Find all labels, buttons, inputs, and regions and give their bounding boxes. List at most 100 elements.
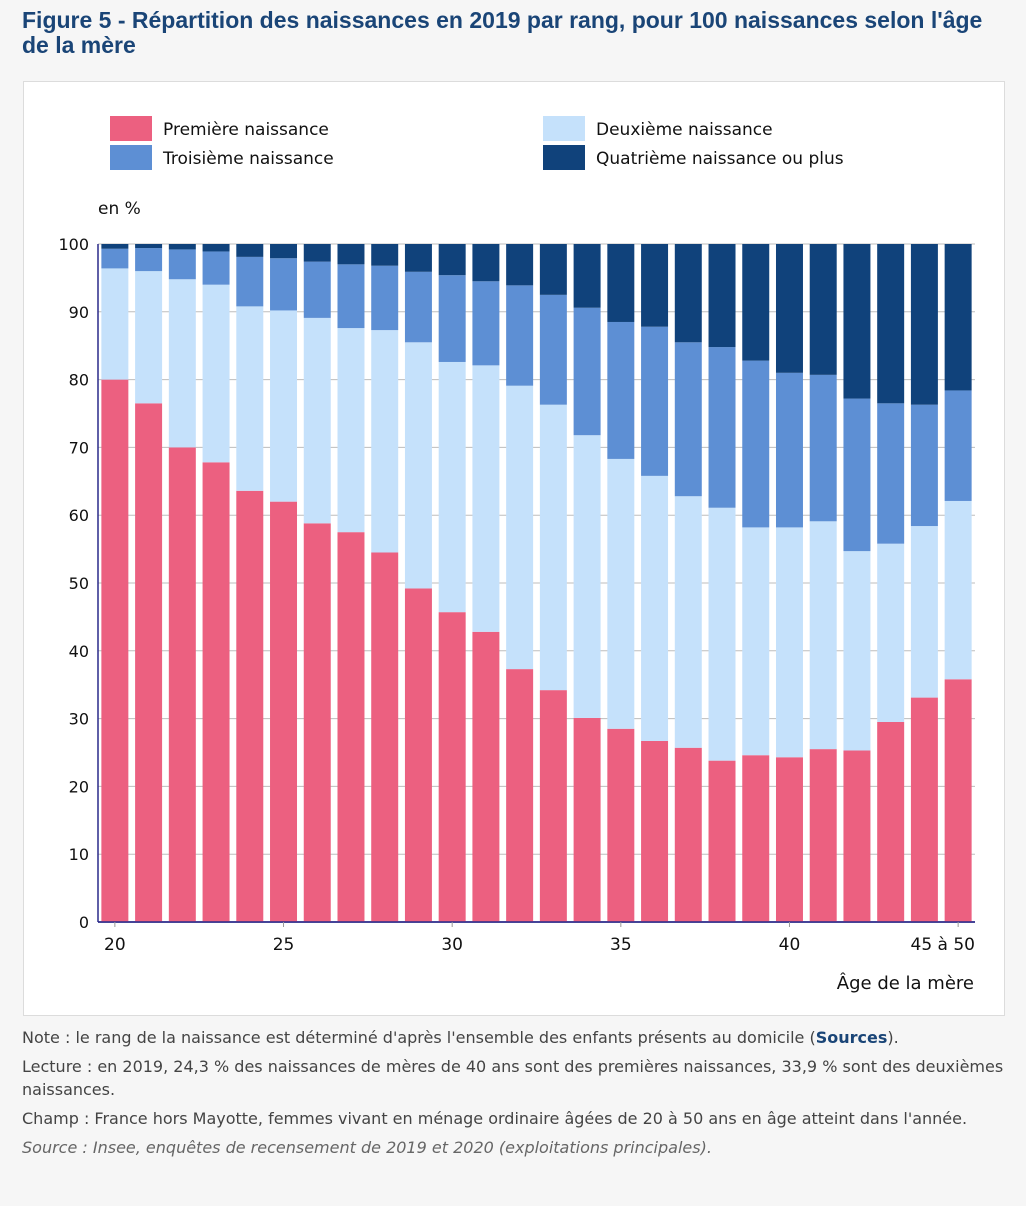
bar-segment: [404, 244, 432, 272]
x-tick-label: 40: [779, 935, 801, 955]
bar-segment: [641, 740, 669, 922]
bar-segment: [202, 244, 230, 252]
bar-segment: [607, 458, 635, 729]
bar-segment: [910, 244, 938, 405]
bar-segment: [303, 317, 331, 524]
bar-stack: [438, 244, 466, 922]
bar-segment: [404, 342, 432, 589]
bar-segment: [337, 264, 365, 329]
legend-label: Quatrième naissance ou plus: [596, 149, 844, 169]
sources-link[interactable]: Sources: [815, 1028, 888, 1047]
bar-segment: [101, 248, 129, 269]
y-tick-label: 60: [69, 506, 89, 525]
bar-segment: [438, 244, 466, 276]
bar-segment: [775, 372, 803, 528]
y-tick-label: 100: [58, 235, 89, 254]
bar-segment: [775, 527, 803, 758]
bar-segment: [573, 307, 601, 436]
bar-segment: [910, 526, 938, 698]
bar-segment: [506, 244, 534, 286]
bar-segment: [539, 690, 567, 922]
bar-stack: [506, 244, 534, 922]
bar-segment: [674, 244, 702, 343]
x-tick-label: 25: [273, 935, 295, 955]
bar-stack: [303, 244, 331, 922]
bar-segment: [843, 398, 871, 552]
legend-swatch: [543, 116, 585, 141]
bar-segment: [270, 244, 298, 259]
bar-segment: [303, 261, 331, 318]
bar-segment: [371, 244, 399, 266]
bar-segment: [877, 543, 905, 722]
bar-stack: [270, 244, 298, 922]
bar-segment: [303, 523, 331, 922]
x-tick-label: 35: [610, 935, 632, 955]
bar-segment: [404, 271, 432, 343]
stacked-bar-chart: Première naissance Deuxième naissance Troi…: [58, 116, 975, 994]
note-prefix: Note : le rang de la naissance est déter…: [22, 1028, 816, 1047]
bar-segment: [910, 697, 938, 922]
y-tick-label: 30: [69, 710, 89, 729]
bar-segment: [742, 755, 770, 922]
legend-swatch: [543, 145, 585, 170]
bar-segment: [539, 294, 567, 405]
bar-segment: [708, 760, 736, 922]
bar-segment: [708, 507, 736, 761]
bar-stack: [472, 244, 500, 922]
bar-segment: [472, 281, 500, 366]
bar-segment: [674, 496, 702, 748]
bar-stack: [236, 244, 264, 922]
y-tick-label: 70: [69, 438, 89, 457]
y-tick-label: 80: [69, 371, 89, 390]
bar-segment: [101, 379, 129, 923]
bar-segment: [843, 244, 871, 399]
bar-segment: [742, 527, 770, 756]
bar-segment: [236, 306, 264, 491]
y-axis-label: en %: [98, 199, 141, 219]
bar-segment: [877, 244, 905, 404]
bar-segment: [674, 342, 702, 497]
bar-stack: [337, 244, 365, 922]
y-tick-label: 50: [69, 574, 89, 593]
bar-stack: [674, 244, 702, 922]
bar-segment: [607, 244, 635, 322]
bar-segment: [270, 258, 298, 311]
bar-stack: [101, 244, 129, 923]
bar-stack: [843, 244, 871, 922]
y-tick-label: 20: [69, 777, 89, 796]
bar-segment: [877, 721, 905, 922]
bar-stack: [775, 244, 803, 922]
bar-segment: [438, 275, 466, 362]
lecture-text: Lecture : en 2019, 24,3 % des naissances…: [22, 1057, 1004, 1099]
y-tick-label: 40: [69, 642, 89, 661]
bar-segment: [742, 360, 770, 528]
bar-segment: [809, 244, 837, 375]
bar-segment: [843, 551, 871, 751]
legend: Première naissance Deuxième naissance Troi…: [110, 116, 844, 170]
bar-segment: [809, 521, 837, 750]
bar-segment: [236, 244, 264, 257]
bar-segment: [809, 374, 837, 522]
x-tick-label: 30: [441, 935, 463, 955]
x-axis-ticks: 20 25 30 35 40 45 à 50: [104, 922, 975, 955]
bar-stack: [910, 244, 938, 922]
bar-stack: [708, 244, 736, 922]
bar-segment: [337, 244, 365, 265]
bar-stack: [809, 244, 837, 922]
y-tick-label: 0: [79, 913, 89, 932]
bar-segment: [708, 244, 736, 348]
bar-segment: [202, 284, 230, 463]
bar-segment: [641, 244, 669, 327]
bar-segment: [708, 347, 736, 508]
legend-swatch: [110, 116, 152, 141]
bar-segment: [607, 321, 635, 459]
bar-segment: [641, 475, 669, 741]
bar-segment: [202, 462, 230, 922]
bar-segment: [270, 501, 298, 922]
legend-label: Troisième naissance: [162, 149, 334, 169]
bar-stack: [371, 244, 399, 922]
y-tick-label: 10: [69, 845, 89, 864]
legend-item: Deuxième naissance: [543, 116, 773, 141]
bar-stack: [202, 244, 230, 922]
champ-text: Champ : France hors Mayotte, femmes viva…: [22, 1109, 968, 1128]
